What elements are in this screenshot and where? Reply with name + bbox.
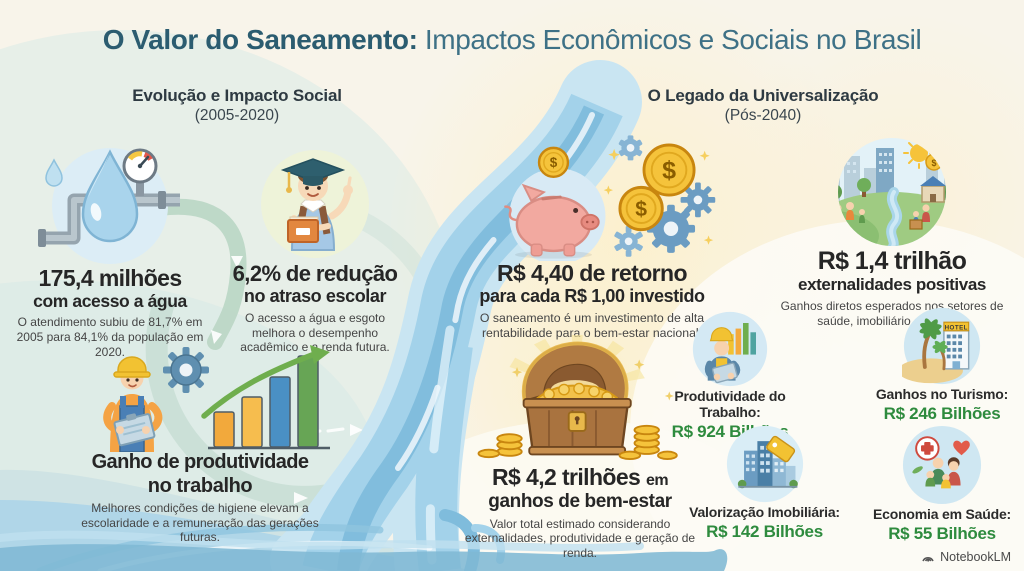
stat-roi: $	[462, 133, 722, 341]
buildings-price-tag-icon	[672, 424, 857, 504]
water-drop-pipe-gauge-icon	[12, 140, 208, 266]
worker-with-tablet-icon	[655, 310, 805, 388]
stat-desc: O atendimento subiu de 81,7% em 2005 par…	[16, 315, 204, 359]
section-left-period: (2005-2020)	[194, 106, 280, 124]
mini-stat-value: R$ 246 Bilhões	[883, 404, 1001, 424]
stat-school-delay: 6,2% de redução no atraso escolar O aces…	[222, 146, 408, 355]
stat-label: com acesso a água	[33, 291, 187, 312]
stat-water-access: 175,4 milhões com acesso a água O atendi…	[12, 140, 208, 359]
brand-label: NotebookLM	[940, 550, 1011, 564]
brand-footer: NotebookLM	[921, 550, 1011, 564]
stat-desc: Melhores condições de higiene elevam a e…	[81, 501, 319, 545]
page-title-bold: O Valor do Saneamento:	[102, 24, 418, 55]
hotel-palm-trees-icon: HOTEL	[866, 306, 1018, 386]
stat-value: 175,4 milhões	[38, 265, 182, 291]
section-header-left: Evolução e Impacto Social (2005-2020)	[87, 86, 387, 126]
mini-stat-label: Ganhos no Turismo:	[875, 386, 1009, 402]
stat-value: R$ 1,4 trilhão	[817, 247, 967, 275]
page-title: O Valor do Saneamento: Impactos Econômic…	[0, 24, 1024, 56]
stat-value: 6,2% de redução	[232, 261, 398, 286]
stat-value-suffix: em	[646, 472, 669, 489]
stat-externalities: $ R$ 1,4 trilhão externalidades positiva…	[772, 136, 1012, 328]
stat-value: Ganho de produtividade	[91, 451, 309, 473]
coin-currency: $	[635, 198, 647, 221]
page-title-rest: Impactos Econômicos e Sociais no Brasil	[424, 24, 922, 55]
section-right-heading: O Legado da Universalização	[647, 86, 879, 105]
mini-stat-label: Produtividade do Trabalho:	[674, 388, 786, 421]
stat-desc: O saneamento é um investimento de alta r…	[479, 310, 705, 340]
stat-productivity: Ganho de produtividade no trabalho Melho…	[68, 344, 332, 545]
stat-label: ganhos de bem-estar	[488, 490, 672, 512]
construction-worker-growth-chart-icon	[68, 344, 332, 452]
section-right-period: (Pós-2040)	[724, 106, 802, 124]
stat-label: para cada R$ 1,00 investido	[479, 286, 705, 307]
mini-stat-label: Valorização Imobiliária:	[689, 504, 840, 520]
family-health-cross-icon	[866, 424, 1018, 506]
mini-stat-health: Economia em Saúde: R$ 55 Bilhões	[866, 424, 1018, 544]
mini-stat-label: Economia em Saúde:	[873, 506, 1011, 522]
stat-wellbeing: R$ 4,2 trilhões em ganhos de bem-estar V…	[455, 332, 705, 561]
piggy-bank-coins-gears-icon: $	[462, 133, 722, 261]
stat-value: R$ 4,40 de retorno	[497, 260, 687, 286]
coin-currency: $	[931, 158, 936, 168]
coin-currency: $	[550, 155, 558, 170]
stat-label: externalidades positivas	[798, 275, 986, 295]
notebooklm-icon	[922, 557, 934, 562]
mini-stat-tourism: HOTEL	[866, 306, 1018, 424]
graduate-student-icon	[222, 146, 408, 262]
hotel-sign-text: HOTEL	[945, 324, 968, 331]
treasure-chest-icon	[455, 332, 705, 465]
section-left-heading: Evolução e Impacto Social	[132, 86, 342, 105]
stat-label: no trabalho	[147, 475, 253, 497]
section-header-right: O Legado da Universalização (Pós-2040)	[613, 86, 913, 126]
stat-value: R$ 4,2 trilhões em	[455, 465, 705, 490]
stat-label: no atraso escolar	[243, 286, 387, 307]
mini-stat-productivity: Produtividade do Trabalho: R$ 924 Bilhõe…	[655, 310, 805, 442]
stat-value-main: R$ 4,2 trilhões	[492, 464, 641, 490]
coin-currency: $	[662, 157, 676, 185]
city-park-scene-icon: $	[772, 136, 1012, 248]
stat-desc: Valor total estimado considerando extern…	[464, 516, 696, 560]
mini-stat-real-estate: Valorização Imobiliária: R$ 142 Bilhões	[672, 424, 857, 542]
mini-stat-value: R$ 55 Bilhões	[888, 524, 996, 544]
mini-stat-value: R$ 142 Bilhões	[706, 522, 823, 542]
